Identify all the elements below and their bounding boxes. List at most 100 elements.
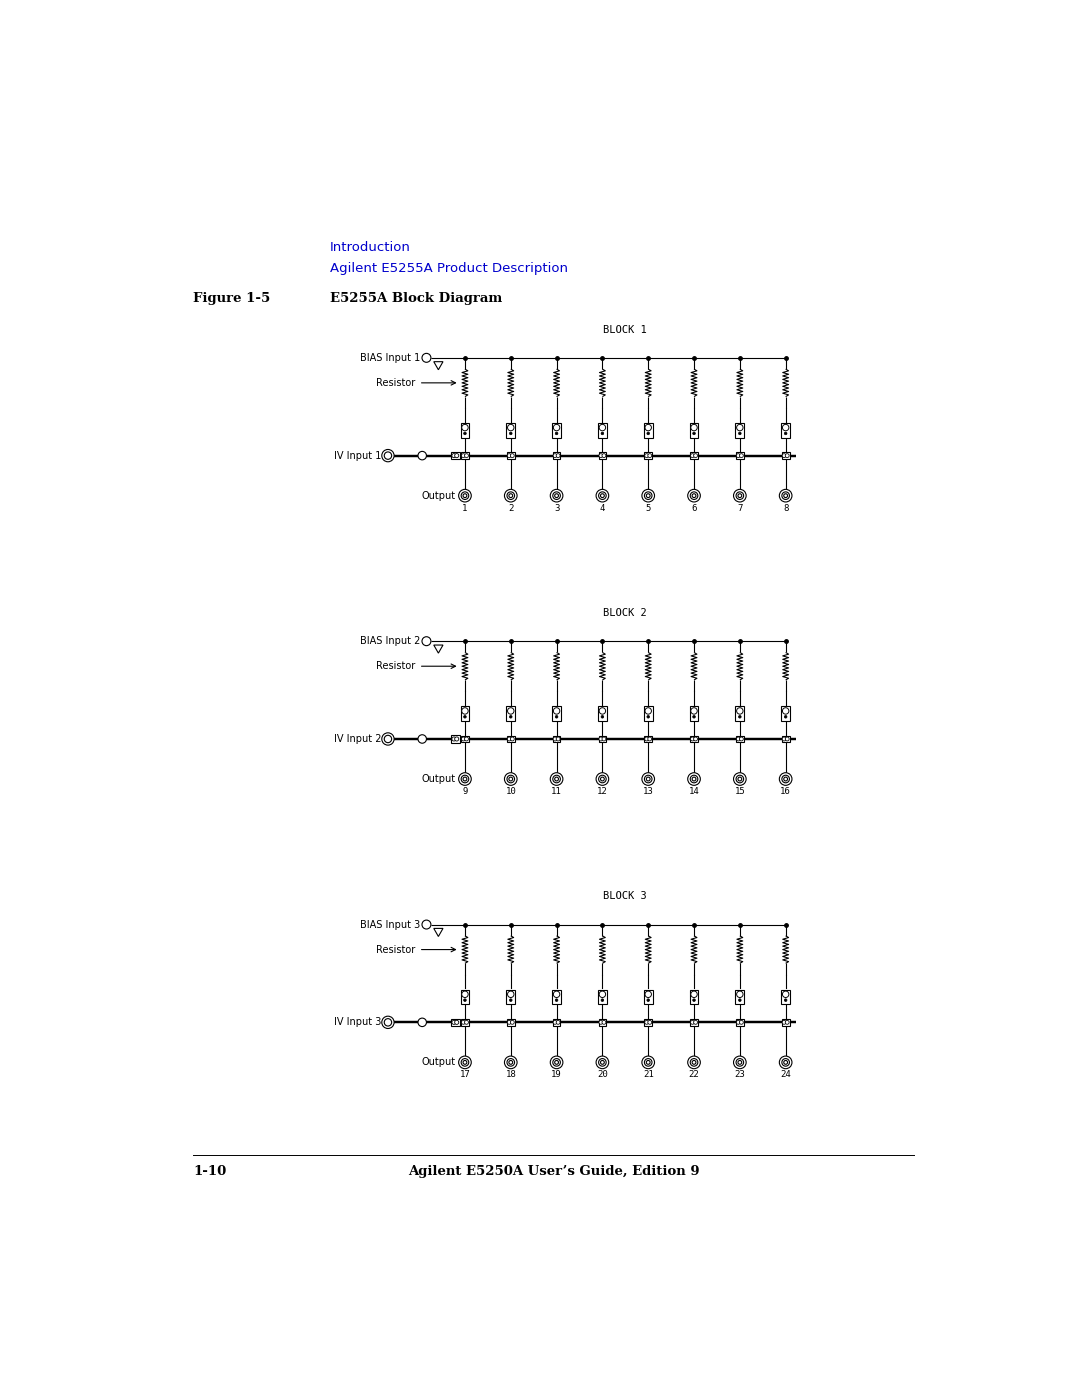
Circle shape: [551, 773, 563, 785]
Circle shape: [507, 492, 514, 500]
Circle shape: [455, 1020, 459, 1024]
Bar: [781, 423, 791, 437]
Circle shape: [737, 738, 740, 740]
Bar: [507, 735, 514, 742]
Circle shape: [648, 1020, 651, 1024]
Circle shape: [464, 454, 469, 458]
Circle shape: [785, 454, 789, 458]
Circle shape: [733, 773, 746, 785]
Text: Introduction: Introduction: [330, 240, 411, 254]
Circle shape: [599, 708, 606, 714]
Circle shape: [782, 775, 789, 782]
Circle shape: [556, 1020, 561, 1024]
Text: Figure 1-5: Figure 1-5: [193, 292, 270, 306]
Circle shape: [645, 708, 651, 714]
Circle shape: [459, 489, 471, 502]
Circle shape: [737, 1020, 740, 1024]
Bar: [460, 989, 470, 1004]
Circle shape: [692, 432, 696, 434]
Circle shape: [739, 715, 741, 718]
Circle shape: [646, 493, 650, 497]
Circle shape: [553, 425, 559, 430]
Circle shape: [737, 425, 743, 430]
Circle shape: [784, 999, 787, 1002]
Circle shape: [418, 735, 427, 743]
Circle shape: [555, 1060, 558, 1065]
Circle shape: [598, 492, 606, 500]
Circle shape: [555, 432, 558, 434]
Circle shape: [740, 454, 743, 458]
Circle shape: [693, 738, 698, 740]
Circle shape: [418, 1018, 427, 1027]
Text: BLOCK 1: BLOCK 1: [604, 324, 647, 335]
Circle shape: [511, 1020, 514, 1024]
Circle shape: [556, 454, 561, 458]
Circle shape: [462, 425, 468, 430]
Text: Resistor: Resistor: [377, 377, 416, 388]
Bar: [507, 989, 515, 1004]
Circle shape: [691, 990, 698, 997]
Circle shape: [599, 425, 606, 430]
Bar: [552, 423, 561, 437]
Circle shape: [596, 1056, 609, 1069]
Text: Output: Output: [421, 490, 456, 500]
Text: 9: 9: [462, 787, 468, 796]
Bar: [781, 989, 791, 1004]
Text: Output: Output: [421, 1058, 456, 1067]
Circle shape: [507, 775, 514, 782]
Circle shape: [508, 425, 514, 430]
Circle shape: [510, 432, 512, 434]
Text: BIAS Input 2: BIAS Input 2: [361, 636, 421, 647]
Circle shape: [511, 454, 514, 458]
Bar: [507, 453, 514, 460]
Circle shape: [555, 999, 558, 1002]
Circle shape: [598, 1059, 606, 1066]
Text: 24: 24: [780, 1070, 791, 1080]
Text: 1-10: 1-10: [193, 1165, 227, 1178]
Circle shape: [693, 1020, 698, 1024]
Circle shape: [461, 1059, 469, 1066]
Circle shape: [462, 708, 468, 714]
Bar: [553, 735, 561, 742]
Text: 2: 2: [508, 504, 513, 513]
Bar: [644, 989, 652, 1004]
Bar: [598, 735, 606, 742]
Bar: [460, 423, 470, 437]
Text: 13: 13: [643, 787, 653, 796]
Circle shape: [596, 489, 609, 502]
Circle shape: [382, 733, 394, 745]
Circle shape: [459, 1056, 471, 1069]
Circle shape: [507, 1059, 514, 1066]
Circle shape: [602, 454, 606, 458]
Circle shape: [645, 738, 649, 740]
Text: 4: 4: [599, 504, 605, 513]
Circle shape: [382, 450, 394, 462]
Circle shape: [384, 1018, 392, 1025]
Circle shape: [780, 1056, 792, 1069]
Bar: [735, 1018, 744, 1025]
Circle shape: [737, 775, 744, 782]
Circle shape: [553, 1059, 561, 1066]
Circle shape: [511, 738, 514, 740]
Circle shape: [418, 451, 427, 460]
Bar: [735, 453, 744, 460]
Circle shape: [384, 451, 392, 460]
Bar: [598, 423, 607, 437]
Circle shape: [602, 738, 606, 740]
Circle shape: [455, 454, 459, 458]
Circle shape: [553, 1020, 557, 1024]
Text: 6: 6: [691, 504, 697, 513]
Text: 8: 8: [783, 504, 788, 513]
Circle shape: [784, 432, 787, 434]
Bar: [645, 735, 652, 742]
Bar: [461, 1018, 469, 1025]
Bar: [598, 989, 607, 1004]
Text: 17: 17: [460, 1070, 470, 1080]
Bar: [460, 707, 470, 721]
Bar: [644, 423, 652, 437]
Circle shape: [556, 738, 561, 740]
Text: 19: 19: [551, 1070, 562, 1080]
Circle shape: [648, 738, 651, 740]
Circle shape: [461, 1020, 465, 1024]
Circle shape: [599, 1020, 603, 1024]
